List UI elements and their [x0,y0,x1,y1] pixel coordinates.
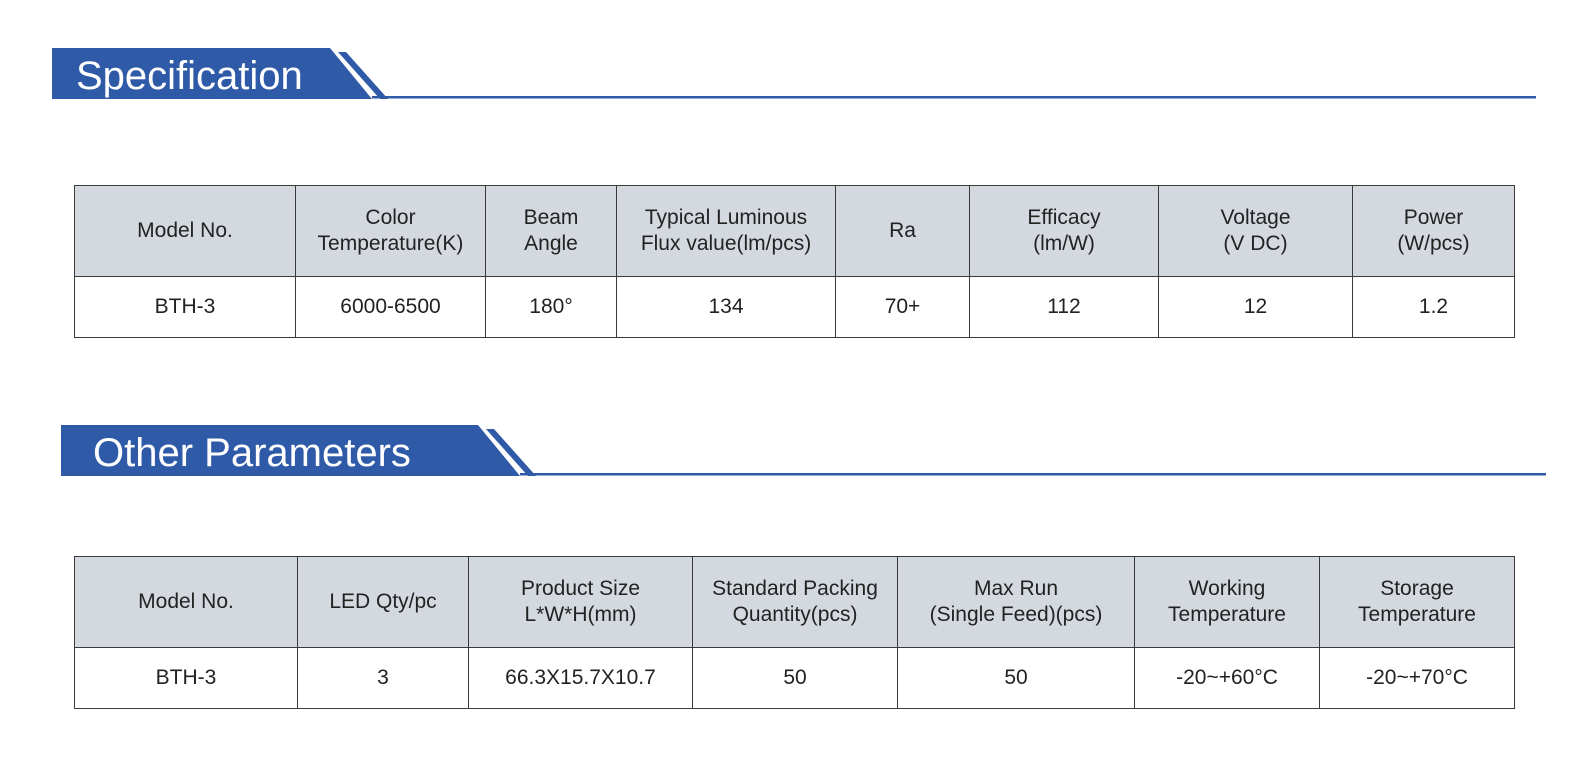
table-cell: BTH-3 [74,647,298,709]
table-cell: 112 [969,276,1159,338]
column-header: Color Temperature(K) [295,185,486,277]
column-header: Product Size L*W*H(mm) [468,556,693,648]
table-cell: 70+ [835,276,970,338]
column-header: Standard Packing Quantity(pcs) [692,556,898,648]
table-cell: -20~+70°C [1319,647,1515,709]
column-header: Ra [835,185,970,277]
table-cell: 3 [297,647,469,709]
specification-banner-shape [52,48,1536,99]
table-cell: 50 [692,647,898,709]
table-row: BTH-3 6000-6500 180° 134 70+ 112 12 1.2 [74,276,1515,338]
column-header: Storage Temperature [1319,556,1515,648]
column-header: Model No. [74,556,298,648]
column-header: Power (W/pcs) [1352,185,1515,277]
column-header: LED Qty/pc [297,556,469,648]
specification-header: Specification [0,46,1590,106]
column-header: Efficacy (lm/W) [969,185,1159,277]
table-cell: 12 [1158,276,1353,338]
table-cell: 1.2 [1352,276,1515,338]
specification-table: Model No. Color Temperature(K) Beam Angl… [74,185,1515,338]
specification-header-row: Model No. Color Temperature(K) Beam Angl… [74,185,1515,277]
column-header: Max Run (Single Feed)(pcs) [897,556,1135,648]
column-header: Model No. [74,185,296,277]
column-header: Beam Angle [485,185,617,277]
table-cell: BTH-3 [74,276,296,338]
table-row: BTH-3 3 66.3X15.7X10.7 50 50 -20~+60°C -… [74,647,1515,709]
column-header: Voltage (V DC) [1158,185,1353,277]
table-cell: 66.3X15.7X10.7 [468,647,693,709]
table-cell: 180° [485,276,617,338]
table-cell: 134 [616,276,836,338]
table-cell: 50 [897,647,1135,709]
other-parameters-table: Model No. LED Qty/pc Product Size L*W*H(… [74,556,1515,709]
specification-title: Specification [76,54,303,98]
other-parameters-title: Other Parameters [93,431,411,475]
table-cell: -20~+60°C [1134,647,1320,709]
column-header: Working Temperature [1134,556,1320,648]
other-parameters-header-row: Model No. LED Qty/pc Product Size L*W*H(… [74,556,1515,648]
column-header: Typical Luminous Flux value(lm/pcs) [616,185,836,277]
table-cell: 6000-6500 [295,276,486,338]
other-parameters-header: Other Parameters [0,423,1590,483]
other-parameters-banner-shape [61,425,1546,476]
